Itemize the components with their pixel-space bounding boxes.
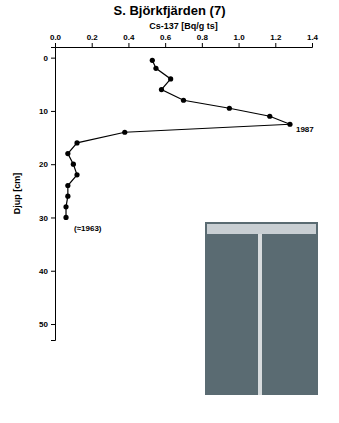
annotation: (≈1963) <box>74 224 102 233</box>
data-point <box>267 114 272 119</box>
x-tick-mark <box>92 43 93 47</box>
plot-area <box>63 58 292 220</box>
data-point <box>153 66 158 71</box>
x-tick-mark <box>128 43 129 47</box>
data-point <box>71 162 76 167</box>
y-tick-label: 50 <box>39 320 48 329</box>
y-tick: 40 <box>39 267 55 276</box>
x-tick-label: 0.4 <box>123 33 135 42</box>
y-tick-label: 10 <box>39 107 48 116</box>
y-tick: 30 <box>39 214 55 223</box>
y-tick-mark <box>51 324 55 325</box>
x-tick-mark <box>55 43 56 47</box>
chart: S. Björkfjärden (7)Cs-137 [Bq/g ts]0.00.… <box>0 0 339 423</box>
core-photo <box>205 222 318 395</box>
data-point <box>227 106 232 111</box>
x-tick: 0.6 <box>160 33 172 47</box>
x-tick: 0.0 <box>50 33 62 47</box>
x-tick: 1.0 <box>234 33 246 47</box>
x-tick: 0.4 <box>123 33 135 47</box>
y-tick-label: 30 <box>39 214 48 223</box>
x-tick-label: 0.2 <box>87 33 99 42</box>
data-point <box>65 151 70 156</box>
title: S. Björkfjärden (7) <box>114 3 226 18</box>
x-axis-label: Cs-137 [Bq/g ts] <box>149 21 218 31</box>
x-tick-mark <box>239 43 240 47</box>
y-tick-mark <box>51 271 55 272</box>
y-axis: 0 10 20 30 40 50 <box>39 48 55 341</box>
x-tick: 1.2 <box>270 33 282 47</box>
y-tick: 10 <box>39 107 55 116</box>
data-point <box>74 172 79 177</box>
x-tick-label: 1.2 <box>270 33 282 42</box>
y-axis-label: Djup [cm] <box>12 173 22 215</box>
y-tick-mark <box>51 164 55 165</box>
x-axis-line <box>56 43 313 48</box>
y-tick-label: 40 <box>39 267 48 276</box>
core-photo-bg <box>205 222 318 395</box>
x-tick-mark <box>312 43 313 47</box>
y-tick: 50 <box>39 320 55 329</box>
x-tick-label: 0.6 <box>160 33 172 42</box>
data-point <box>65 194 70 199</box>
y-axis-line <box>51 48 56 341</box>
core-photo-label <box>207 224 316 234</box>
data-point <box>287 122 292 127</box>
x-tick-label: 1.4 <box>307 33 319 42</box>
data-point <box>65 183 70 188</box>
y-tick-mark <box>51 217 55 218</box>
data-point <box>159 87 164 92</box>
core-photo-stripe <box>258 234 262 395</box>
y-tick-mark <box>51 58 55 59</box>
y-tick: 0 <box>44 54 55 63</box>
x-tick-label: 0.0 <box>50 33 62 42</box>
y-tick-mark <box>51 111 55 112</box>
data-point <box>150 58 155 63</box>
x-tick-label: 1.0 <box>234 33 246 42</box>
data-point <box>63 215 68 220</box>
data-point <box>74 140 79 145</box>
x-tick: 0.2 <box>87 33 99 47</box>
data-point <box>122 130 127 135</box>
data-point <box>168 76 173 81</box>
x-tick: 0.8 <box>197 33 209 47</box>
profile-line <box>66 60 290 217</box>
x-tick-label: 0.8 <box>197 33 209 42</box>
y-tick-label: 20 <box>39 160 48 169</box>
data-point <box>63 204 68 209</box>
annotation: 1987 <box>296 125 314 134</box>
x-tick-mark <box>202 43 203 47</box>
x-axis: 0.0 0.2 0.4 0.6 0.8 1.0 1.2 1.4 <box>50 33 319 48</box>
x-tick-mark <box>275 43 276 47</box>
x-tick: 1.4 <box>307 33 319 47</box>
y-tick-label: 0 <box>44 54 49 63</box>
x-tick-mark <box>165 43 166 47</box>
y-tick: 20 <box>39 160 55 169</box>
data-point <box>181 98 186 103</box>
